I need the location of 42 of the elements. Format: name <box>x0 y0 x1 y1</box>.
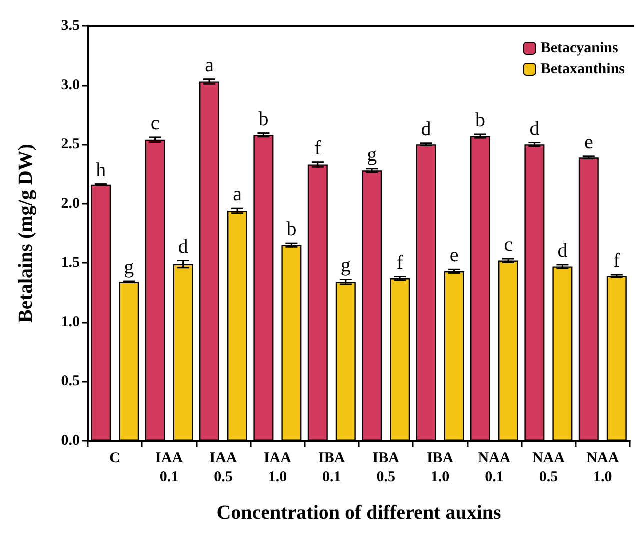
annotation: d <box>178 236 188 258</box>
y-tick-label: 0.0 <box>61 433 80 449</box>
annotation: e <box>584 131 594 154</box>
x-tick-label: NAA 1.0 <box>586 450 620 486</box>
x-tick-label: IAA 1.0 <box>264 450 292 486</box>
annotation: f <box>614 250 621 272</box>
y-tick-label: 3.0 <box>61 77 80 94</box>
x-tick-label: NAA 0.5 <box>532 450 566 486</box>
legend-label: Betaxanthins <box>540 62 626 78</box>
annotation: c <box>150 112 160 134</box>
annotation: g <box>340 254 351 277</box>
x-tick-label: C <box>110 450 121 466</box>
annotation: f <box>396 252 404 274</box>
annotation: g <box>124 256 134 279</box>
annotation: b <box>286 218 297 241</box>
x-tick-label: IBA 0.1 <box>318 450 346 486</box>
annotation: h <box>96 159 106 182</box>
y-tick-label: 0.5 <box>61 374 80 390</box>
y-tick-label: 1.0 <box>61 314 80 330</box>
legend-label: Betacyanins <box>540 40 618 56</box>
x-tick-label: IAA 0.1 <box>156 450 184 486</box>
annotation: e <box>450 244 459 267</box>
x-tick-label: IAA 0.5 <box>210 450 238 486</box>
annotation: a <box>205 54 214 76</box>
y-tick-label: 1.5 <box>61 255 80 272</box>
annotation: c <box>504 234 514 256</box>
y-axis-title: Betalains (mg/g DW) <box>15 144 37 323</box>
x-tick-label: IBA 1.0 <box>426 450 454 486</box>
x-axis-title: Concentration of different auxins <box>216 502 502 524</box>
annotation: g <box>367 144 378 166</box>
x-tick-label: IBA 0.5 <box>372 450 400 486</box>
y-tick-label: 2.5 <box>61 136 80 153</box>
x-tick-label: NAA 0.1 <box>478 450 511 486</box>
annotation: f <box>314 137 322 160</box>
annotation: d <box>558 240 568 262</box>
y-tick-label: 3.5 <box>61 18 80 34</box>
annotation: d <box>530 118 540 140</box>
annotation: d <box>421 118 432 140</box>
y-tick-label: 2.0 <box>61 196 80 212</box>
annotation: b <box>258 108 269 130</box>
annotation: a <box>233 184 242 206</box>
annotation: b <box>476 109 486 132</box>
